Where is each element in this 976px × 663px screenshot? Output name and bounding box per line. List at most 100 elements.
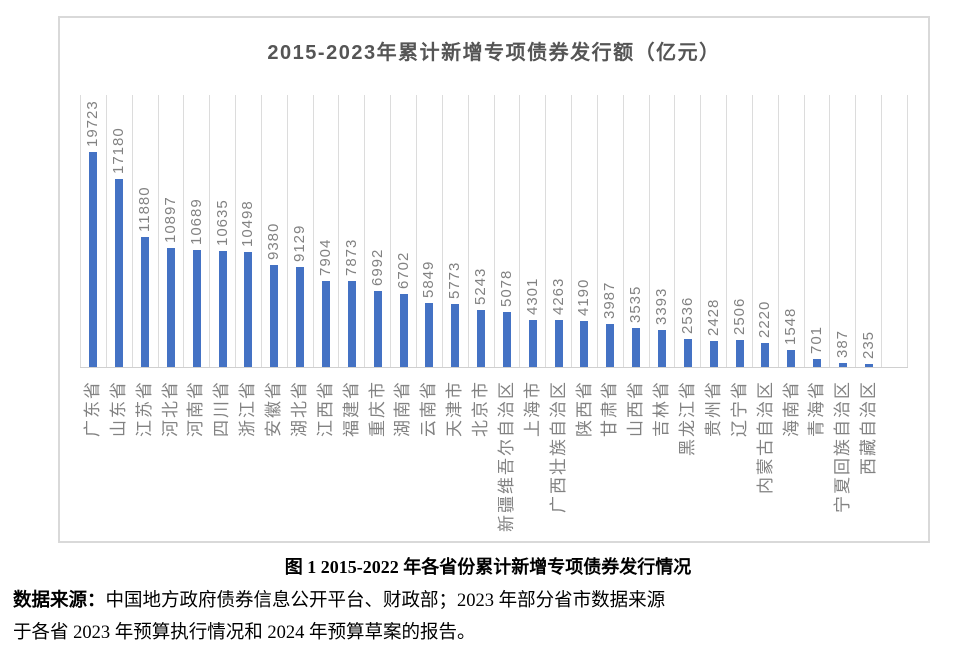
category-slot: 5849 — [415, 95, 442, 367]
value-label: 5849 — [420, 260, 438, 299]
category-label: 湖北省 — [289, 380, 309, 437]
category-slot: 9380 — [260, 95, 287, 367]
category-slot: 6702 — [390, 95, 416, 367]
category-slot: 10498 — [235, 95, 261, 367]
value-label: 9129 — [291, 224, 309, 263]
bar — [296, 267, 305, 367]
bar — [425, 303, 434, 367]
axis-slot: 上海市 — [520, 370, 546, 542]
bar — [657, 329, 666, 367]
axis-slot: 广西壮族自治区 — [546, 370, 572, 542]
value-label: 5078 — [497, 269, 515, 307]
category-label: 四川省 — [212, 380, 232, 437]
category-label: 北京市 — [471, 380, 491, 437]
bar — [166, 248, 175, 367]
category-slot: 10635 — [209, 95, 235, 367]
value-label: 5773 — [446, 261, 464, 299]
category-label: 山东省 — [108, 380, 128, 437]
value-label: 387 — [833, 329, 851, 358]
source-line-2: 于各省 2023 年预算执行情况和 2024 年预算草案的报告。 — [13, 623, 476, 643]
bar — [580, 321, 589, 367]
axis-slot: 黑龙江省 — [675, 370, 701, 542]
category-slot: 387 — [829, 95, 855, 367]
axis-slot: 重庆市 — [365, 370, 391, 542]
category-slot: 701 — [803, 95, 830, 367]
category-label: 甘肃省 — [600, 380, 620, 437]
value-label: 1548 — [782, 307, 800, 346]
category-slot: 3987 — [596, 95, 623, 367]
figure-caption: 图 1 2015-2022 年各省份累计新增专项债券发行情况 — [284, 557, 692, 577]
axis-slot: 江苏省 — [132, 370, 158, 542]
bar — [683, 339, 692, 367]
category-label: 山西省 — [626, 380, 646, 437]
value-label: 2536 — [678, 296, 696, 335]
bar — [813, 359, 822, 367]
value-label: 10635 — [213, 199, 231, 246]
value-label: 235 — [859, 331, 877, 360]
category-slot: 4301 — [519, 95, 545, 367]
bar — [502, 311, 511, 367]
category-slot: 11880 — [131, 95, 158, 367]
value-label: 3393 — [652, 287, 670, 325]
empty-slot — [881, 95, 908, 367]
value-label: 4301 — [523, 277, 541, 315]
category-slot: 17180 — [105, 95, 132, 367]
bar — [347, 281, 356, 367]
category-label: 上海市 — [522, 380, 542, 437]
chart-frame: 2015-2023年累计新增专项债券发行额（亿元） 19723 17180 1188… — [58, 16, 930, 543]
bar — [632, 328, 641, 367]
bar — [477, 309, 486, 367]
category-label: 陕西省 — [574, 380, 594, 437]
value-label: 701 — [808, 326, 826, 355]
value-label: 2506 — [730, 297, 748, 335]
bar — [528, 320, 537, 367]
axis-slot: 海南省 — [779, 370, 805, 542]
category-label: 青海省 — [807, 380, 827, 437]
axis-slot: 北京市 — [468, 370, 494, 542]
bar — [115, 179, 124, 367]
bar — [554, 320, 563, 367]
category-slot: 235 — [855, 95, 881, 367]
axis-slot: 新疆维吾尔自治区 — [494, 370, 520, 542]
bar — [89, 151, 98, 367]
category-slot: 5773 — [441, 95, 468, 367]
category-label: 安徽省 — [264, 380, 284, 437]
category-slot: 7904 — [312, 95, 339, 367]
category-label: 江苏省 — [134, 380, 154, 437]
category-label: 海南省 — [781, 380, 801, 437]
category-label: 天津市 — [445, 380, 465, 437]
axis-slot: 天津市 — [442, 370, 468, 542]
bar — [709, 340, 718, 367]
bar — [451, 304, 460, 367]
value-label: 4263 — [549, 278, 567, 316]
chart-title: 2015-2023年累计新增专项债券发行额（亿元） — [267, 42, 721, 64]
bar — [373, 290, 382, 367]
axis-slot — [882, 370, 908, 542]
value-label: 3987 — [601, 281, 619, 319]
category-label: 浙江省 — [238, 380, 258, 437]
value-label: 9380 — [265, 222, 283, 260]
category-axis: 广东省 山东省 江苏省 河北省 河南省 四川省 浙江省 安徽省 湖北省 江西省 福建省 重庆市 湖南省云… — [80, 370, 908, 542]
axis-slot: 吉林省 — [649, 370, 675, 542]
category-slot: 10897 — [157, 95, 184, 367]
axis-slot: 辽宁省 — [727, 370, 753, 542]
value-label: 10689 — [187, 198, 205, 246]
category-label: 江西省 — [315, 380, 335, 437]
category-slot: 9129 — [286, 95, 313, 367]
value-label: 6992 — [368, 248, 386, 286]
axis-slot: 广东省 — [80, 370, 106, 542]
value-label: 17180 — [110, 127, 128, 175]
axis-slot: 山西省 — [623, 370, 649, 542]
axis-slot: 山东省 — [106, 370, 132, 542]
category-label: 西藏自治区 — [859, 380, 879, 475]
category-label: 辽宁省 — [729, 380, 749, 437]
bar — [141, 237, 150, 367]
bar — [787, 350, 796, 367]
category-slot: 5243 — [467, 95, 494, 367]
category-label: 河北省 — [160, 380, 180, 437]
category-slot: 3535 — [622, 95, 649, 367]
data-source-paragraph: 数据来源：中国地方政府债券信息公开平台、财政部；2023 年部分省市数据来源 于… — [13, 585, 966, 649]
axis-slot: 内蒙古自治区 — [753, 370, 779, 542]
axis-slot: 河北省 — [158, 370, 184, 542]
axis-slot: 贵州省 — [701, 370, 727, 542]
